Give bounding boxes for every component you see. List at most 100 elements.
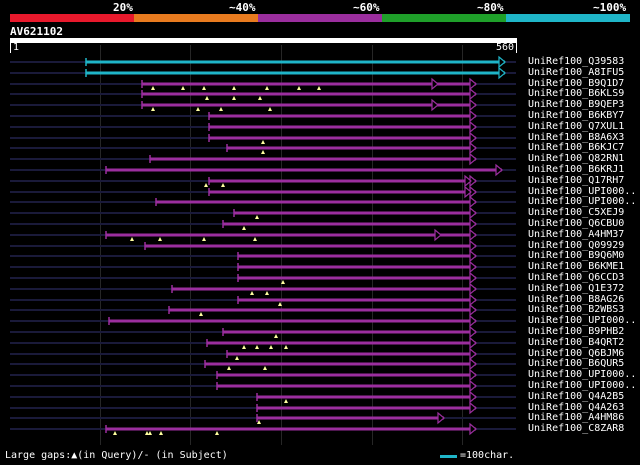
hit-label[interactable]: UniRef100_Q82RN1 xyxy=(528,153,625,164)
hit-label[interactable]: UniRef100_B6KRJ1 xyxy=(528,164,625,175)
hit-row[interactable] xyxy=(10,422,516,436)
query-gap-triangle-icon xyxy=(257,420,261,424)
hit-label[interactable]: UniRef100_B6KME1 xyxy=(528,261,625,272)
hit-row[interactable] xyxy=(10,55,516,69)
hit-end-arrow-icon xyxy=(469,293,477,307)
hit-row[interactable] xyxy=(10,411,516,425)
hit-label[interactable]: UniRef100_B9PHB2 xyxy=(528,326,625,337)
hit-label[interactable]: UniRef100_Q17RH7 xyxy=(528,175,625,186)
hit-label[interactable]: UniRef100_C8ZAR8 xyxy=(528,423,625,434)
hit-label[interactable]: UniRef100_C5XEJ9 xyxy=(528,207,625,218)
hit-label[interactable]: UniRef100_Q4A2B5 xyxy=(528,391,625,402)
query-gap-triangle-icon xyxy=(145,431,149,435)
hit-row[interactable] xyxy=(10,314,516,328)
hit-row[interactable] xyxy=(10,239,516,253)
hit-label[interactable]: UniRef100_UPI000.. xyxy=(528,196,637,207)
hit-row[interactable] xyxy=(10,347,516,361)
query-gap-triangle-icon xyxy=(253,237,257,241)
hit-label[interactable]: UniRef100_B8A6X3 xyxy=(528,132,625,143)
hit-label[interactable]: UniRef100_B6KJC7 xyxy=(528,142,625,153)
hit-end-arrow-icon xyxy=(469,303,477,317)
hit-label[interactable]: UniRef100_B9Q6M0 xyxy=(528,250,625,261)
hit-row[interactable] xyxy=(10,98,516,112)
hit-label[interactable]: UniRef100_A8IFU5 xyxy=(528,67,625,78)
hit-row[interactable] xyxy=(10,87,516,101)
hit-label[interactable]: UniRef100_Q7XUL1 xyxy=(528,121,625,132)
hit-end-arrow-icon xyxy=(469,87,477,101)
hit-end-arrow-icon xyxy=(469,368,477,382)
hit-row[interactable] xyxy=(10,303,516,317)
query-id: AV621102 xyxy=(10,25,63,38)
hit-row[interactable] xyxy=(10,141,516,155)
hit-row[interactable] xyxy=(10,109,516,123)
hit-row[interactable] xyxy=(10,185,516,199)
hit-row[interactable] xyxy=(10,249,516,263)
query-gap-triangle-icon xyxy=(261,150,265,154)
hit-row[interactable] xyxy=(10,66,516,80)
hit-row[interactable] xyxy=(10,379,516,393)
query-gap-triangle-icon xyxy=(199,312,203,316)
hit-row[interactable] xyxy=(10,120,516,134)
hit-end-arrow-icon xyxy=(495,163,503,177)
hit-row[interactable] xyxy=(10,336,516,350)
hit-label[interactable]: UniRef100_A4HM37 xyxy=(528,229,625,240)
hit-row[interactable] xyxy=(10,152,516,166)
query-gap-triangle-icon xyxy=(242,345,246,349)
query-gap-triangle-icon xyxy=(202,86,206,90)
hit-label[interactable]: UniRef100_B4QRT2 xyxy=(528,337,625,348)
hit-label[interactable]: UniRef100_UPI000.. xyxy=(528,369,637,380)
hit-label[interactable]: UniRef100_Q09929 xyxy=(528,240,625,251)
query-gap-triangle-icon xyxy=(204,183,208,187)
query-gap-triangle-icon xyxy=(151,86,155,90)
hit-label[interactable]: UniRef100_Q6CBU0 xyxy=(528,218,625,229)
hit-label[interactable]: UniRef100_B8AG26 xyxy=(528,294,625,305)
hit-label[interactable]: UniRef100_Q6CCD3 xyxy=(528,272,625,283)
scale-bar xyxy=(440,455,457,458)
hit-row[interactable] xyxy=(10,195,516,209)
hit-row[interactable] xyxy=(10,77,516,91)
query-gap-triangle-icon xyxy=(255,215,259,219)
hit-end-arrow-icon xyxy=(498,66,506,80)
hit-end-arrow-icon xyxy=(469,282,477,296)
hit-row[interactable] xyxy=(10,260,516,274)
hit-label[interactable]: UniRef100_B6QUR5 xyxy=(528,358,625,369)
hit-label[interactable]: UniRef100_B6KBY7 xyxy=(528,110,625,121)
query-gap-triangle-icon xyxy=(221,183,225,187)
hit-end-arrow-icon xyxy=(469,195,477,209)
query-bar[interactable] xyxy=(10,38,517,43)
hit-end-arrow-icon xyxy=(469,152,477,166)
hit-label[interactable]: UniRef100_UPI000.. xyxy=(528,186,637,197)
query-end-label: 560 xyxy=(496,42,515,53)
hit-label[interactable]: UniRef100_B9Q1D7 xyxy=(528,78,625,89)
legend-label-100: ~100% xyxy=(593,1,627,14)
hit-row[interactable] xyxy=(10,271,516,285)
hit-end-arrow-icon xyxy=(498,55,506,69)
hit-end-arrow-icon xyxy=(469,314,477,328)
hit-label[interactable]: UniRef100_A4HM86 xyxy=(528,412,625,423)
hit-label[interactable]: UniRef100_B9QEP3 xyxy=(528,99,625,110)
hit-label[interactable]: UniRef100_Q39583 xyxy=(528,56,625,67)
hit-row[interactable] xyxy=(10,131,516,145)
query-gap-triangle-icon xyxy=(159,431,163,435)
hit-label[interactable]: UniRef100_B2WBS3 xyxy=(528,304,625,315)
hit-row[interactable] xyxy=(10,206,516,220)
hit-row[interactable] xyxy=(10,293,516,307)
hit-row[interactable] xyxy=(10,357,516,371)
hit-label[interactable]: UniRef100_Q1E372 xyxy=(528,283,625,294)
hit-row[interactable] xyxy=(10,401,516,415)
hit-row[interactable] xyxy=(10,368,516,382)
hit-row[interactable] xyxy=(10,282,516,296)
hit-end-arrow-icon xyxy=(469,357,477,371)
hit-row[interactable] xyxy=(10,390,516,404)
hit-label[interactable]: UniRef100_UPI000.. xyxy=(528,315,637,326)
hit-row[interactable] xyxy=(10,163,516,177)
hit-label[interactable]: UniRef100_Q4A263 xyxy=(528,402,625,413)
hit-label[interactable]: UniRef100_Q6BJM6 xyxy=(528,348,625,359)
hit-row[interactable] xyxy=(10,325,516,339)
hit-row[interactable] xyxy=(10,217,516,231)
query-gap-triangle-icon xyxy=(242,226,246,230)
hit-row[interactable] xyxy=(10,228,516,242)
hit-label[interactable]: UniRef100_UPI000.. xyxy=(528,380,637,391)
hit-row[interactable] xyxy=(10,174,516,188)
hit-label[interactable]: UniRef100_B6KLS9 xyxy=(528,88,625,99)
